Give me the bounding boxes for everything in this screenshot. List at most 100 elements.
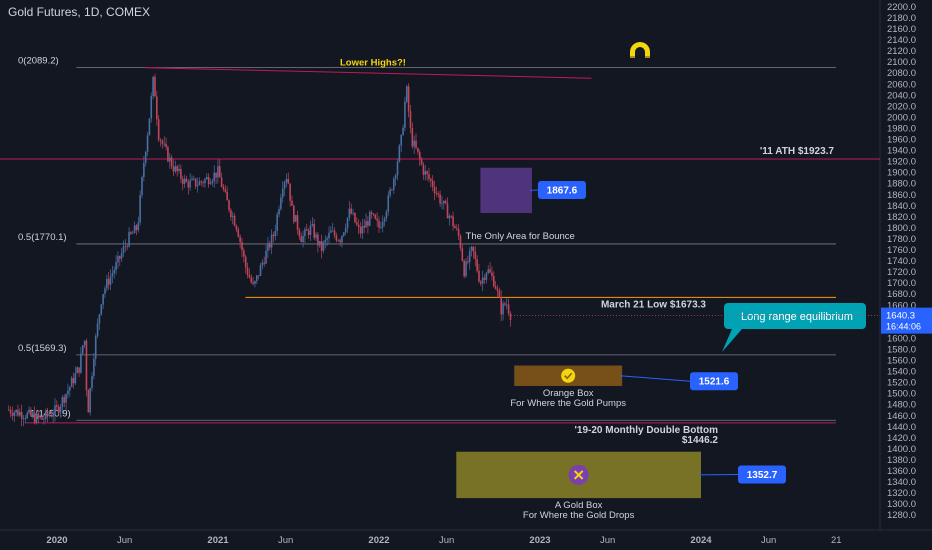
candle-body bbox=[65, 394, 67, 403]
purple-box bbox=[480, 167, 532, 214]
candle-body bbox=[52, 414, 54, 417]
price-tick-label: 1740.0 bbox=[887, 256, 916, 267]
candle-body bbox=[283, 182, 286, 189]
candle-body bbox=[320, 241, 323, 251]
callout-value: 1867.6 bbox=[547, 186, 578, 197]
candle-body bbox=[50, 414, 53, 417]
candle-body bbox=[70, 378, 73, 388]
price-tick-label: 1400.0 bbox=[887, 444, 916, 455]
candle-body bbox=[189, 180, 191, 188]
candle-body bbox=[476, 259, 478, 271]
candle-body bbox=[106, 278, 108, 289]
candle-body bbox=[61, 397, 64, 407]
candle-body bbox=[352, 212, 354, 214]
candle-body bbox=[387, 195, 390, 212]
candle-body bbox=[407, 86, 410, 112]
lower-highs-label: Lower Highs?! bbox=[340, 58, 406, 69]
price-tick-label: 1960.0 bbox=[887, 135, 916, 146]
candle-body bbox=[328, 232, 330, 239]
candle-body bbox=[13, 412, 16, 416]
candle-body bbox=[331, 230, 334, 232]
candle-body bbox=[276, 214, 278, 231]
candle-body bbox=[446, 203, 449, 219]
price-tick-label: 1600.0 bbox=[887, 333, 916, 344]
candle-body bbox=[496, 288, 499, 291]
candle-body bbox=[152, 76, 154, 97]
candle-body bbox=[298, 229, 301, 237]
price-tick-label: 1660.0 bbox=[887, 300, 916, 311]
candle-body bbox=[357, 224, 360, 228]
candle-body bbox=[505, 304, 508, 306]
candle-body bbox=[68, 387, 71, 391]
price-axis-panel[interactable] bbox=[880, 0, 932, 550]
candle-body bbox=[433, 186, 436, 194]
candle-body bbox=[15, 409, 17, 413]
candle-body bbox=[296, 215, 299, 230]
candle-body bbox=[22, 418, 25, 420]
price-tick-label: 2180.0 bbox=[887, 13, 916, 24]
candle-body bbox=[463, 260, 465, 277]
price-tick-label: 1440.0 bbox=[887, 422, 916, 433]
time-tick-label: 2020 bbox=[46, 535, 67, 546]
candle-body bbox=[274, 230, 277, 237]
candle-body bbox=[96, 323, 99, 337]
candle-body bbox=[67, 390, 69, 395]
candle-body bbox=[333, 230, 336, 236]
candle-body bbox=[218, 166, 221, 178]
candle-body bbox=[170, 157, 173, 167]
candle-body bbox=[143, 162, 145, 177]
candle-body bbox=[268, 243, 271, 248]
price-tick-label: 1760.0 bbox=[887, 245, 916, 256]
candle-body bbox=[83, 340, 86, 346]
candle-body bbox=[213, 172, 216, 182]
candle-body bbox=[244, 256, 247, 268]
candle-body bbox=[398, 145, 401, 162]
time-tick-label: 2023 bbox=[529, 535, 550, 546]
candle-body bbox=[183, 178, 186, 184]
candle-body bbox=[230, 210, 232, 218]
candle-body bbox=[41, 417, 43, 420]
price-tick-label: 2040.0 bbox=[887, 90, 916, 101]
candle-body bbox=[176, 166, 178, 172]
price-tick-label: 1780.0 bbox=[887, 234, 916, 245]
candle-body bbox=[313, 223, 315, 238]
candle-body bbox=[355, 222, 358, 225]
price-axis: 1280.01300.01320.01340.01360.01380.01400… bbox=[887, 2, 916, 521]
candle-body bbox=[272, 234, 275, 237]
candle-body bbox=[492, 275, 495, 287]
candle-body bbox=[483, 277, 486, 280]
candle-body bbox=[100, 304, 103, 315]
candle-body bbox=[259, 265, 262, 276]
candle-body bbox=[17, 409, 19, 416]
candle-body bbox=[468, 250, 471, 263]
candle-body bbox=[63, 397, 66, 403]
candle-body bbox=[81, 345, 84, 354]
candle-body bbox=[341, 235, 343, 243]
callout-value: 1521.6 bbox=[699, 377, 730, 388]
candle-body bbox=[404, 101, 406, 128]
cross-mark bbox=[573, 470, 584, 480]
price-tick-label: 1480.0 bbox=[887, 400, 916, 411]
candle-body bbox=[426, 171, 428, 175]
candle-body bbox=[454, 226, 456, 229]
candle-body bbox=[122, 246, 125, 254]
ath-level-label: '11 ATH $1923.7 bbox=[760, 146, 835, 157]
candle-body bbox=[91, 375, 93, 389]
march-low-label: March 21 Low $1673.3 bbox=[601, 299, 706, 310]
candle-body bbox=[133, 225, 136, 234]
time-tick-label: Jun bbox=[600, 535, 615, 546]
price-tick-label: 2160.0 bbox=[887, 24, 916, 35]
candle-body bbox=[354, 212, 356, 223]
candle-body bbox=[402, 127, 404, 135]
candle-body bbox=[485, 272, 488, 280]
candle-body bbox=[452, 216, 454, 227]
fib-level-label: 0.5(1770.1) bbox=[18, 232, 67, 243]
price-tick-label: 2200.0 bbox=[887, 2, 916, 13]
price-tick-label: 2140.0 bbox=[887, 35, 916, 46]
candle-body bbox=[124, 245, 127, 247]
candle-body bbox=[380, 227, 382, 229]
candlestick-series bbox=[7, 73, 512, 427]
candle-body bbox=[474, 251, 477, 260]
candle-body bbox=[78, 367, 80, 373]
